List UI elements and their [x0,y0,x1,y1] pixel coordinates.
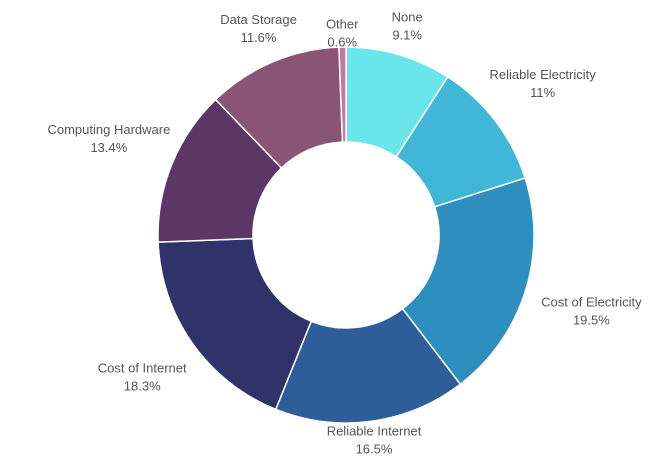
donut-slice [274,307,462,424]
slice-value-label: 19.5% [573,313,610,328]
slice-label: Reliable Internet [327,424,422,439]
slice-label: Other [326,16,359,31]
slice-label: Reliable Electricity [490,67,597,82]
slice-label: Data Storage [220,12,297,27]
slice-label: Computing Hardware [47,122,170,137]
slice-value-label: 9.1% [392,27,422,42]
slice-value-label: 18.3% [124,379,161,394]
slice-value-label: 11% [530,85,555,100]
slice-value-label: 0.6% [327,34,357,49]
slice-value-label: 16.5% [356,442,393,457]
donut-slice [157,237,313,411]
donut-slice [401,177,535,386]
slice-label: Cost of Electricity [541,295,642,310]
slice-label: Cost of Internet [98,361,187,376]
slice-value-label: 13.4% [90,140,127,155]
slice-label: None [392,9,423,24]
donut-slice [338,46,347,143]
slice-value-label: 11.6% [241,30,277,45]
